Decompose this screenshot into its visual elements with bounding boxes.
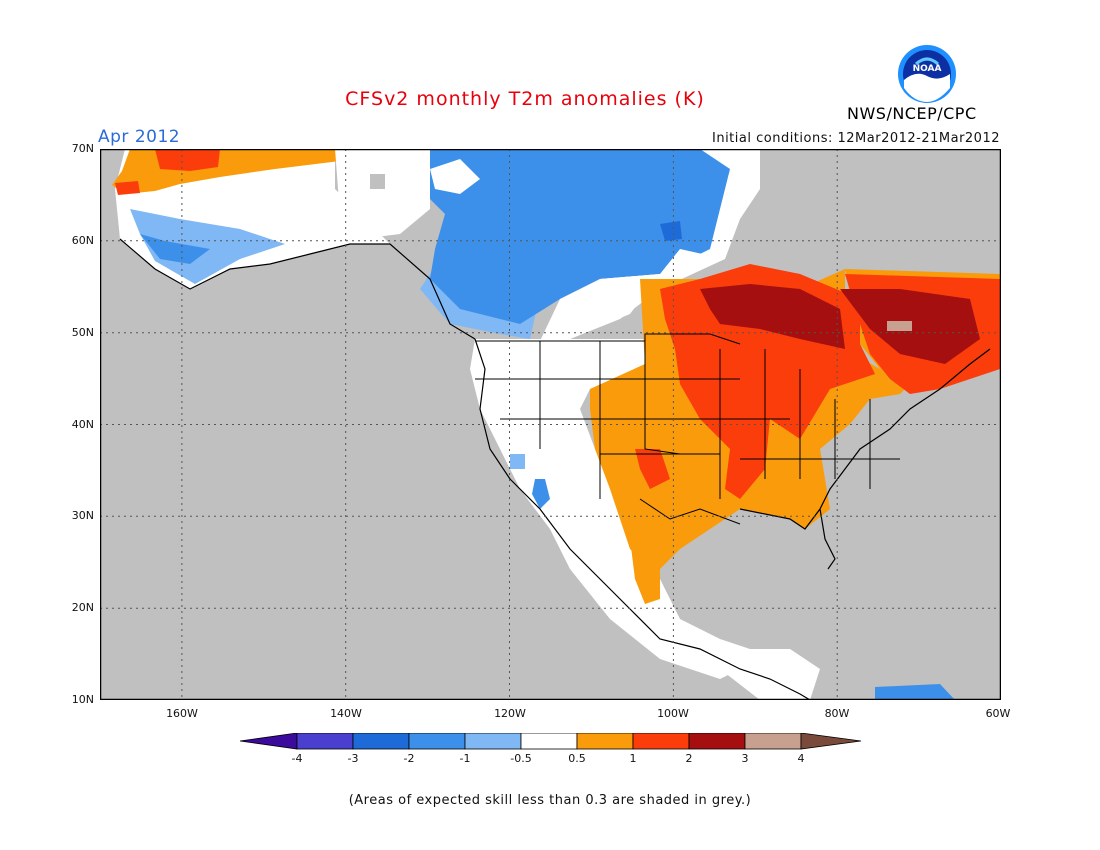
- colorbar-cell-3-4: [744, 732, 802, 750]
- mexico-central-america-region: [610, 509, 820, 700]
- colorbar-cell-neg1-neg05: [464, 732, 522, 750]
- colorbar-label-4: 4: [797, 752, 805, 765]
- eastern-warm-region: [590, 264, 1000, 589]
- lon-label-120w: 120W: [494, 707, 526, 720]
- valid-month-label: Apr 2012: [98, 127, 181, 147]
- colorbar-label-05: 0.5: [568, 752, 586, 765]
- colorbar-cell-1-2: [632, 732, 690, 750]
- colorbar-cell-neg2-neg1: [408, 732, 466, 750]
- lon-label-60w: 60W: [985, 707, 1011, 720]
- footnote: (Areas of expected skill less than 0.3 a…: [348, 793, 752, 808]
- coastlines: [119, 238, 991, 701]
- caribbean-blue-patch: [875, 684, 955, 700]
- map-title: CFSv2 monthly T2m anomalies (K): [345, 88, 705, 110]
- lat-label-30n: 30N: [71, 509, 94, 522]
- western-us-neutral-region: [470, 339, 740, 679]
- colorbar-label-neg3: -3: [347, 752, 359, 765]
- colorbar-cell-neutral: [520, 732, 578, 750]
- colorbar-cell-neg4-neg3: [296, 732, 354, 750]
- colorbar-label-neg2: -2: [403, 752, 415, 765]
- graticule: [100, 149, 1001, 700]
- initial-conditions-label: Initial conditions: 12Mar2012-21Mar2012: [712, 131, 1000, 146]
- colorbar-cell-2-3: [688, 732, 746, 750]
- lon-label-80w: 80W: [824, 707, 850, 720]
- lon-label-140w: 140W: [330, 707, 362, 720]
- lat-label-50n: 50N: [71, 326, 94, 339]
- canada-neutral-region: [540, 149, 760, 341]
- canada-cold-region: [335, 149, 745, 339]
- noaa-logo: NOAA: [896, 44, 958, 108]
- colorbar-label-neg4: -4: [291, 752, 303, 765]
- colorbar-label-neg05: -0.5: [510, 752, 532, 765]
- colorbar-cell-neg3-neg2: [352, 732, 410, 750]
- colorbar-label-1: 1: [629, 752, 637, 765]
- lon-label-160w: 160W: [166, 707, 198, 720]
- lon-label-100w: 100W: [657, 707, 689, 720]
- lat-label-40n: 40N: [71, 418, 94, 431]
- lat-label-60n: 60N: [71, 234, 94, 247]
- colorbar-cell-above-4: [800, 732, 862, 750]
- colorbar-cell-05-1: [576, 732, 634, 750]
- colorbar: [239, 732, 862, 755]
- lat-label-20n: 20N: [71, 601, 94, 614]
- map-border: [99, 148, 1002, 701]
- colorbar-cell-below-neg4: [239, 732, 298, 750]
- colorbar-label-neg1: -1: [459, 752, 471, 765]
- anomaly-map: [99, 148, 1002, 704]
- colorbar-label-3: 3: [741, 752, 749, 765]
- colorbar-label-2: 2: [685, 752, 693, 765]
- alaska-region: [112, 149, 390, 289]
- agency-label: NWS/NCEP/CPC: [847, 104, 977, 123]
- political-boundaries: [475, 333, 900, 525]
- lat-label-10n: 10N: [71, 693, 94, 706]
- lat-label-70n: 70N: [71, 142, 94, 155]
- noaa-logo-text: NOAA: [913, 64, 942, 74]
